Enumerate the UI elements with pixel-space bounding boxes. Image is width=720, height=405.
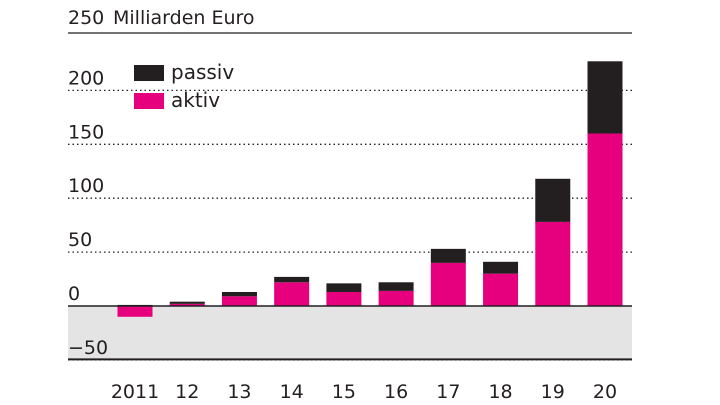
chart-background [68, 306, 632, 360]
legend: passiv aktiv [134, 60, 234, 112]
bar-passiv [326, 283, 362, 292]
bar-aktiv [169, 303, 205, 306]
y-tick-label: 150 [68, 121, 104, 143]
y-tick-label: −50 [68, 337, 108, 359]
bar-passiv [430, 248, 466, 263]
bar-aktiv [274, 282, 310, 306]
bar-passiv [535, 178, 571, 222]
y-tick-label: 200 [68, 67, 104, 89]
top-tick-label: 250 [68, 7, 104, 29]
bar-aktiv [221, 296, 257, 306]
bar-passiv [274, 276, 310, 283]
bar-aktiv [587, 133, 623, 306]
bar-aktiv [535, 221, 571, 306]
x-tick-label: 20 [593, 381, 617, 403]
x-tick-label: 16 [384, 381, 408, 403]
x-tick-label: 15 [332, 381, 356, 403]
x-tick-label: 2011 [111, 381, 159, 403]
axes [68, 32, 632, 361]
x-tick-label: 17 [436, 381, 460, 403]
legend-label-aktiv: aktiv [171, 88, 220, 112]
legend-swatch-passiv [134, 65, 164, 81]
bar-passiv [221, 291, 257, 297]
bar-aktiv [326, 291, 362, 306]
legend-label-passiv: passiv [171, 60, 234, 84]
bar-aktiv [378, 290, 414, 306]
legend-swatch-aktiv [134, 93, 164, 109]
y-tick-label: 0 [68, 283, 80, 305]
bar-aktiv [117, 306, 153, 317]
bar-passiv [169, 301, 205, 304]
y-tick-label: 50 [68, 229, 92, 251]
x-tick-label: 12 [175, 381, 199, 403]
bar-aktiv [483, 273, 519, 306]
bar-aktiv [430, 262, 466, 306]
x-tick-label: 13 [227, 381, 251, 403]
x-tick-label: 19 [541, 381, 565, 403]
y-tick-label: 100 [68, 175, 104, 197]
bar-passiv [378, 282, 414, 291]
negative-band [68, 306, 632, 360]
bar-passiv [587, 61, 623, 134]
x-tick-label: 14 [280, 381, 304, 403]
bars [117, 61, 623, 317]
unit-label: Milliarden Euro [113, 7, 255, 29]
x-tick-label: 18 [488, 381, 512, 403]
bar-passiv [483, 261, 519, 274]
